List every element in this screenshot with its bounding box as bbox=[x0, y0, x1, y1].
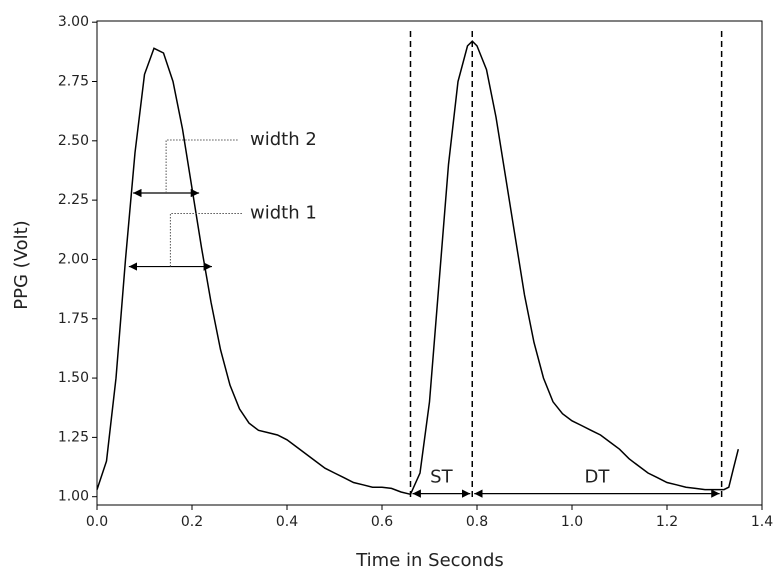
x-tick-label: 0.2 bbox=[181, 514, 203, 530]
y-tick-label: 3.00 bbox=[58, 14, 89, 30]
x-tick-label: 1.0 bbox=[561, 514, 583, 530]
y-tick-label: 2.25 bbox=[58, 192, 89, 208]
y-axis-label: PPG (Volt) bbox=[11, 220, 32, 309]
y-tick-label: 2.75 bbox=[58, 74, 89, 90]
y-tick-label: 1.75 bbox=[58, 311, 89, 327]
x-tick-label: 0.6 bbox=[371, 514, 393, 530]
interval-label: ST bbox=[430, 467, 453, 488]
annotation-label: width 2 bbox=[250, 129, 317, 150]
y-tick-label: 1.25 bbox=[58, 429, 89, 445]
leader-line bbox=[169, 213, 243, 267]
x-axis-label: Time in Seconds bbox=[355, 550, 504, 571]
y-tick-label: 1.00 bbox=[58, 489, 89, 505]
plot-frame bbox=[96, 20, 763, 506]
x-tick-label: 1.4 bbox=[751, 514, 773, 530]
annotation-label: width 1 bbox=[250, 203, 317, 224]
ppg-line bbox=[96, 40, 740, 496]
y-tick-label: 2.00 bbox=[58, 251, 89, 267]
y-tick-label: 1.50 bbox=[58, 370, 89, 386]
y-tick-label: 2.50 bbox=[58, 133, 89, 149]
x-tick-label: 0.4 bbox=[276, 514, 298, 530]
x-tick-label: 0.8 bbox=[466, 514, 488, 530]
x-tick-label: 1.2 bbox=[656, 514, 678, 530]
interval-label: DT bbox=[585, 467, 611, 488]
x-tick-label: 0.0 bbox=[86, 514, 108, 530]
leader-line bbox=[165, 139, 239, 194]
